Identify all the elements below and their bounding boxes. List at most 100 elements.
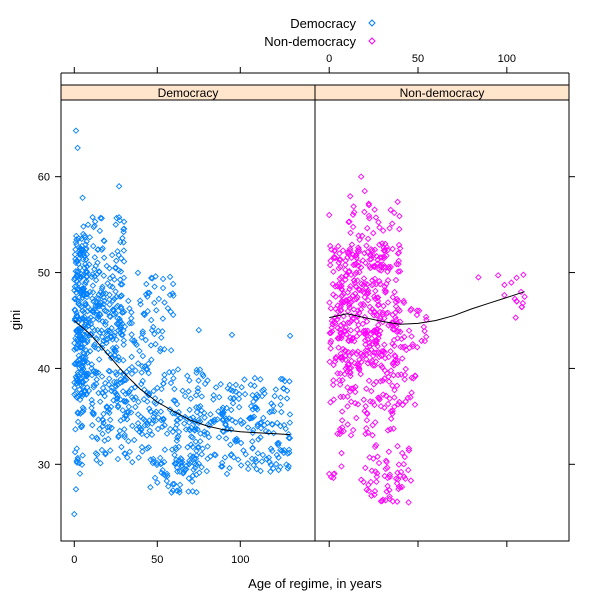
point-non-democracy bbox=[393, 480, 401, 487]
point-non-democracy bbox=[387, 367, 395, 374]
point-democracy bbox=[244, 424, 252, 431]
point-non-democracy bbox=[327, 305, 335, 312]
point-democracy bbox=[136, 347, 143, 355]
point-democracy bbox=[228, 406, 235, 414]
point-non-democracy bbox=[402, 365, 410, 373]
point-non-democracy bbox=[364, 224, 371, 232]
point-democracy bbox=[89, 409, 96, 417]
point-non-democracy bbox=[386, 495, 393, 503]
point-democracy bbox=[169, 428, 177, 436]
point-democracy bbox=[178, 462, 186, 469]
point-non-democracy bbox=[329, 280, 337, 288]
point-non-democracy bbox=[401, 376, 408, 383]
point-democracy bbox=[149, 323, 157, 331]
point-non-democracy bbox=[395, 257, 403, 265]
point-non-democracy bbox=[385, 448, 393, 456]
point-democracy bbox=[128, 309, 135, 316]
point-non-democracy bbox=[405, 499, 412, 506]
point-democracy bbox=[192, 424, 199, 432]
point-non-democracy bbox=[384, 277, 392, 284]
point-democracy bbox=[119, 407, 126, 414]
point-democracy bbox=[187, 395, 194, 402]
point-non-democracy bbox=[402, 398, 409, 405]
point-non-democracy bbox=[381, 472, 388, 480]
point-democracy bbox=[131, 384, 139, 391]
point-democracy bbox=[101, 437, 108, 444]
point-democracy bbox=[113, 320, 121, 328]
point-democracy bbox=[140, 395, 148, 403]
point-democracy bbox=[150, 455, 157, 463]
point-democracy bbox=[185, 425, 193, 433]
point-non-democracy bbox=[391, 288, 398, 296]
point-non-democracy bbox=[353, 254, 360, 262]
point-democracy bbox=[85, 319, 93, 327]
point-non-democracy bbox=[347, 372, 354, 380]
point-democracy bbox=[113, 293, 120, 301]
point-democracy bbox=[253, 391, 261, 398]
point-non-democracy bbox=[354, 307, 362, 314]
point-democracy bbox=[98, 373, 106, 380]
point-non-democracy bbox=[408, 374, 415, 382]
point-non-democracy bbox=[371, 275, 379, 283]
point-democracy bbox=[100, 419, 107, 427]
point-non-democracy bbox=[387, 263, 394, 271]
point-democracy bbox=[74, 371, 82, 379]
point-democracy bbox=[277, 401, 284, 409]
legend-markers bbox=[368, 19, 376, 45]
point-democracy bbox=[89, 214, 96, 221]
point-democracy bbox=[259, 451, 267, 459]
point-non-democracy bbox=[338, 417, 346, 424]
strip-label-democracy: Democracy bbox=[158, 86, 219, 100]
point-democracy bbox=[173, 400, 181, 408]
point-democracy bbox=[102, 321, 109, 329]
point-democracy bbox=[91, 218, 99, 225]
point-non-democracy bbox=[378, 254, 386, 261]
point-democracy bbox=[258, 458, 266, 465]
point-democracy bbox=[193, 452, 200, 459]
point-non-democracy bbox=[389, 220, 396, 227]
point-non-democracy bbox=[373, 312, 380, 319]
point-non-democracy bbox=[389, 326, 397, 333]
point-democracy bbox=[134, 269, 142, 277]
point-non-democracy bbox=[344, 393, 351, 400]
point-democracy bbox=[257, 434, 264, 441]
point-democracy bbox=[139, 328, 147, 335]
point-democracy bbox=[254, 450, 262, 457]
point-democracy bbox=[151, 474, 159, 482]
point-democracy bbox=[195, 416, 203, 424]
point-democracy bbox=[143, 445, 151, 452]
point-democracy bbox=[269, 421, 276, 428]
point-democracy bbox=[167, 347, 175, 354]
point-democracy bbox=[233, 437, 241, 445]
point-democracy bbox=[247, 414, 254, 421]
point-democracy bbox=[96, 425, 103, 433]
point-non-democracy bbox=[371, 263, 379, 271]
point-democracy bbox=[185, 388, 192, 395]
point-democracy bbox=[121, 450, 128, 457]
y-axis-label: gini bbox=[8, 310, 23, 330]
point-democracy bbox=[161, 345, 168, 353]
point-democracy bbox=[118, 281, 126, 288]
point-democracy bbox=[150, 417, 157, 424]
point-non-democracy bbox=[372, 441, 380, 449]
point-non-democracy bbox=[336, 326, 344, 333]
point-non-democracy bbox=[334, 283, 341, 290]
point-democracy bbox=[217, 380, 224, 388]
point-democracy bbox=[85, 316, 92, 323]
point-democracy bbox=[82, 347, 90, 354]
point-non-democracy bbox=[342, 347, 349, 355]
point-democracy bbox=[195, 326, 203, 334]
point-non-democracy bbox=[337, 393, 344, 401]
point-non-democracy bbox=[344, 421, 351, 428]
point-democracy bbox=[222, 420, 229, 428]
strip-democracy: Democracy bbox=[60, 84, 316, 101]
point-democracy bbox=[178, 463, 185, 470]
point-non-democracy bbox=[334, 430, 341, 437]
point-democracy bbox=[103, 262, 111, 270]
point-non-democracy bbox=[368, 387, 375, 395]
point-democracy bbox=[75, 272, 82, 279]
point-democracy bbox=[105, 381, 113, 388]
point-non-democracy bbox=[338, 463, 345, 470]
point-democracy bbox=[146, 427, 153, 434]
point-democracy bbox=[210, 396, 217, 403]
